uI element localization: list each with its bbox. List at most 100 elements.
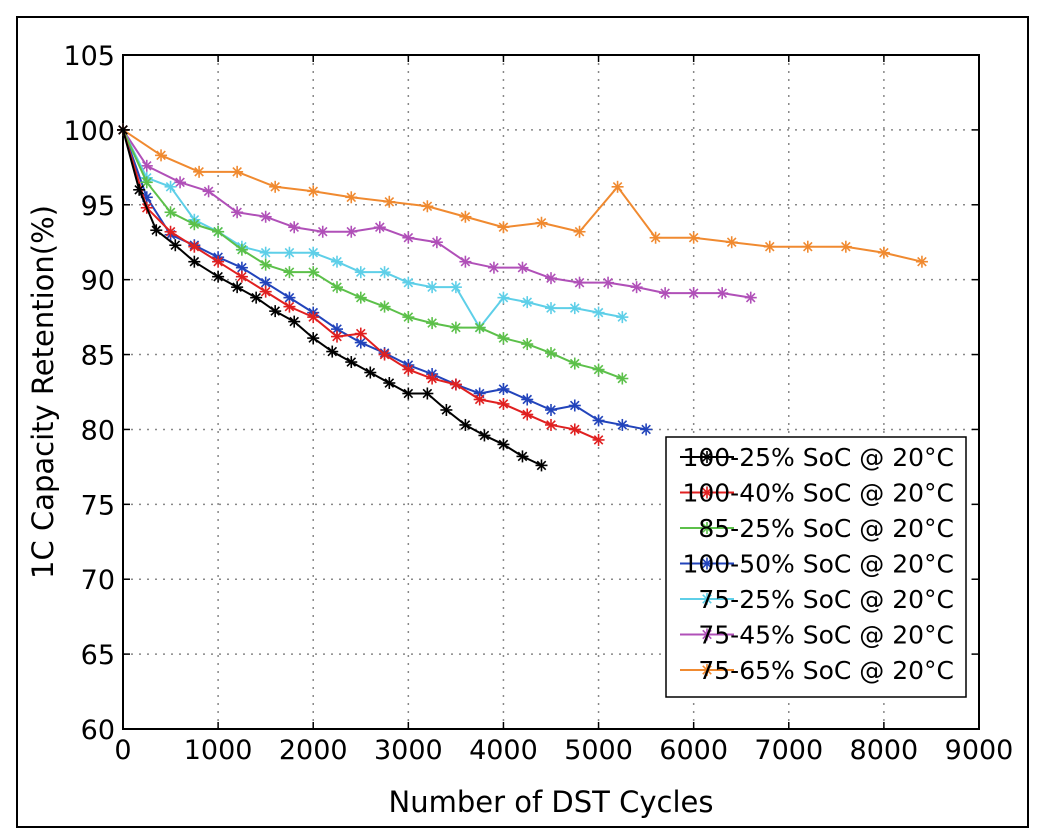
data-point	[326, 345, 339, 358]
data-point	[497, 291, 510, 304]
x-tick-label: 4000	[469, 735, 538, 766]
data-point	[516, 261, 529, 274]
data-point	[516, 450, 529, 463]
data-point	[140, 176, 153, 189]
data-point	[459, 210, 472, 223]
data-point	[212, 255, 225, 268]
x-tick-label: 7000	[754, 735, 823, 766]
axis-ticks: 0 1000 2000 3000 4000 5000 6000 7000 8000 9000 60 6…	[63, 41, 1013, 766]
y-tick-label: 60	[81, 715, 115, 746]
data-point	[616, 372, 629, 385]
data-point	[877, 246, 890, 259]
legend-item: 100-50% SoC @ 20°C	[680, 550, 954, 579]
data-point	[117, 123, 129, 136]
data-point	[430, 236, 443, 249]
y-tick-label: 85	[81, 341, 115, 372]
data-point	[188, 240, 201, 253]
data-point	[345, 191, 358, 204]
data-point	[616, 311, 629, 324]
series-line	[122, 129, 623, 329]
data-point	[568, 399, 581, 412]
data-point	[259, 246, 272, 259]
x-tick-label: 0	[114, 735, 131, 766]
data-point	[687, 287, 700, 300]
data-point	[573, 276, 586, 289]
data-point	[497, 438, 510, 451]
series-85-25%	[117, 123, 629, 385]
data-point	[155, 149, 168, 162]
data-point	[378, 300, 391, 313]
data-point	[174, 176, 187, 189]
y-tick-label: 65	[81, 640, 115, 671]
series-line	[122, 129, 542, 467]
series-line	[122, 129, 751, 299]
data-point	[535, 459, 548, 472]
data-point	[611, 180, 624, 193]
data-point	[307, 311, 320, 324]
legend-item: 100-40% SoC @ 20°C	[680, 479, 954, 508]
data-point	[288, 315, 301, 328]
data-point	[497, 383, 510, 396]
data-point	[212, 270, 225, 283]
data-point	[269, 180, 282, 193]
data-point	[307, 266, 320, 279]
data-point	[839, 240, 852, 253]
data-point	[449, 281, 462, 294]
y-tick-label: 90	[81, 266, 115, 297]
data-point	[164, 225, 177, 238]
x-tick-label: 5000	[564, 735, 633, 766]
data-point	[193, 165, 206, 178]
data-point	[616, 418, 629, 431]
legend-label: 75-65% SoC @ 20°C	[698, 656, 954, 685]
legend-marker	[701, 522, 713, 534]
data-point	[364, 366, 377, 379]
data-point	[345, 356, 358, 369]
legend-box	[665, 436, 967, 698]
data-point	[421, 387, 434, 400]
legend-label: 100-25% SoC @ 20°C	[682, 443, 954, 472]
data-point	[763, 240, 776, 253]
legend-marker	[701, 557, 713, 570]
data-point	[545, 418, 557, 431]
data-point	[473, 393, 486, 406]
data-point	[402, 311, 415, 324]
data-point	[269, 305, 282, 318]
data-point	[354, 327, 367, 340]
data-point	[259, 258, 272, 271]
data-point	[459, 418, 472, 431]
data-point	[402, 363, 415, 376]
data-point	[573, 225, 586, 238]
data-point	[164, 206, 177, 219]
data-point	[459, 255, 472, 268]
data-point	[378, 266, 391, 279]
series-line	[122, 129, 923, 263]
data-point	[602, 276, 615, 289]
data-point	[497, 221, 510, 234]
data-point	[402, 231, 415, 244]
data-point	[487, 261, 500, 274]
data-point	[801, 240, 814, 253]
legend-item: 75-65% SoC @ 20°C	[680, 656, 954, 685]
data-point	[331, 281, 343, 294]
data-point	[212, 225, 225, 238]
x-tick-label: 2000	[279, 735, 348, 766]
data-point	[231, 281, 244, 294]
data-point	[283, 300, 296, 313]
data-point	[449, 378, 462, 391]
data-point	[592, 433, 605, 446]
data-point	[426, 281, 439, 294]
x-tick-label: 1000	[184, 735, 253, 766]
data-point	[231, 165, 244, 178]
data-point	[521, 408, 534, 421]
data-point	[640, 423, 653, 436]
data-point	[164, 180, 177, 193]
y-tick-label: 70	[81, 565, 115, 596]
y-tick-label: 80	[81, 415, 115, 446]
y-tick-label: 75	[81, 490, 115, 521]
data-point	[473, 321, 486, 334]
data-point	[497, 332, 510, 345]
series-line	[122, 129, 599, 441]
data-point	[378, 348, 391, 361]
data-point	[373, 221, 386, 234]
legend-label: 75-45% SoC @ 20°C	[698, 621, 954, 650]
